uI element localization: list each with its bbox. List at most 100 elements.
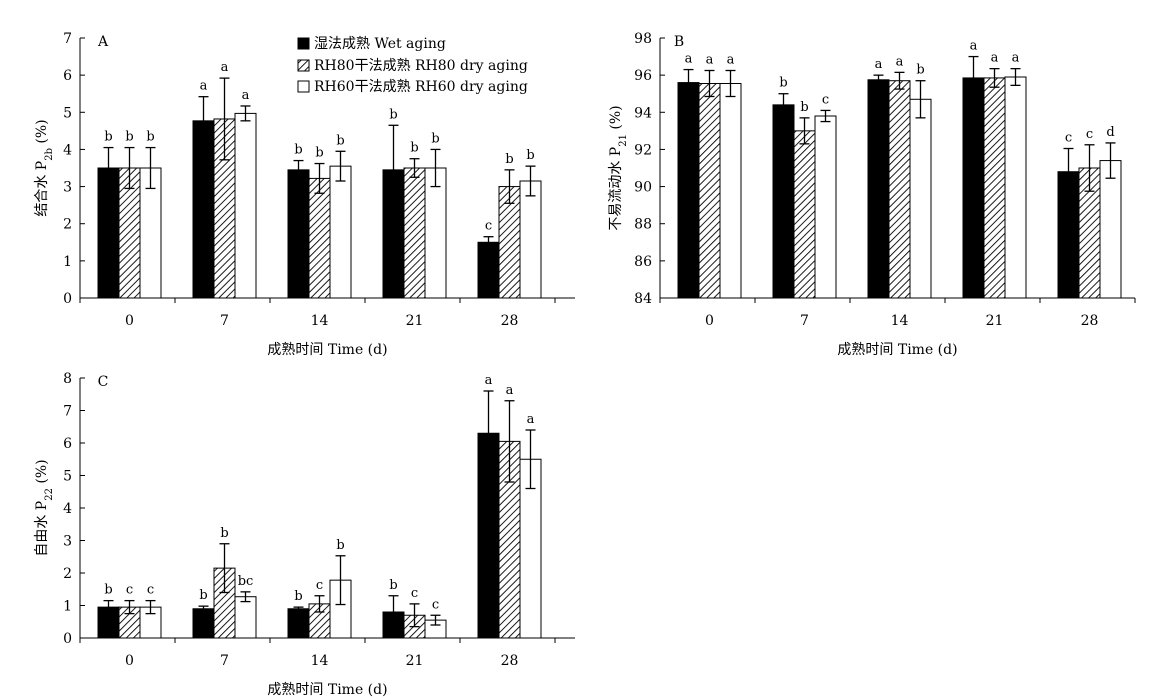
y-tick-label: 86 [634, 254, 652, 270]
bar [192, 608, 215, 639]
bar [234, 596, 257, 639]
y-tick-label: 2 [63, 217, 72, 233]
y-tick-label: 4 [63, 142, 72, 158]
y-tick-label: 6 [63, 436, 72, 452]
bar [772, 104, 795, 299]
x-tick-label: 0 [125, 653, 134, 669]
significance-letter: a [506, 383, 514, 398]
legend-label: RH80干法成熟 RH80 dry aging [314, 58, 528, 74]
y-tick-label: 1 [63, 599, 72, 615]
significance-letter: b [410, 141, 418, 156]
legend: 湿法成熟 Wet aging RH80干法成熟 RH80 dry aging RH6… [297, 36, 528, 95]
bar [698, 83, 721, 299]
y-tick-label: 6 [63, 68, 72, 84]
bar [308, 177, 331, 299]
bar [677, 82, 700, 299]
x-axis-title: 成熟时间 Time (d) [267, 682, 387, 698]
significance-letter: b [389, 107, 397, 122]
significance-letter: b [294, 589, 302, 604]
y-tick-label: 98 [634, 31, 652, 47]
significance-letter: b [315, 146, 323, 161]
significance-letter: b [146, 130, 154, 145]
significance-letter: c [432, 597, 439, 612]
significance-letter: a [242, 88, 250, 103]
significance-letter: b [336, 133, 344, 148]
x-tick-label: 28 [501, 313, 519, 329]
bar [477, 241, 500, 299]
significance-letter: c [316, 578, 323, 593]
bar [424, 167, 447, 299]
y-tick-label: 0 [63, 631, 72, 647]
significance-letter: a [706, 53, 714, 68]
significance-letter: c [1065, 131, 1072, 146]
bar [867, 79, 890, 299]
x-tick-label: 21 [406, 313, 424, 329]
y-tick-label: 7 [63, 404, 72, 420]
y-tick-label: 88 [634, 217, 652, 233]
x-tick-label: 14 [891, 313, 909, 329]
bar [814, 115, 837, 299]
significance-letter: c [147, 583, 154, 598]
x-tick-label: 14 [311, 653, 329, 669]
significance-letter: c [822, 92, 829, 107]
y-tick-label: 0 [63, 291, 72, 307]
bar [234, 112, 257, 299]
y-tick-label: 2 [63, 566, 72, 582]
significance-letter: b [916, 63, 924, 78]
significance-letter: b [389, 578, 397, 593]
x-tick-label: 21 [406, 653, 424, 669]
significance-letter: a [221, 60, 229, 75]
significance-letter: b [336, 538, 344, 553]
significance-letter: c [411, 586, 418, 601]
y-tick-label: 84 [634, 291, 652, 307]
significance-letter: a [875, 57, 883, 72]
y-tick-label: 5 [63, 105, 72, 121]
bar [287, 608, 310, 639]
x-tick-label: 14 [311, 313, 329, 329]
x-tick-label: 28 [1081, 313, 1099, 329]
legend-entry: 湿法成熟 Wet aging [297, 36, 446, 52]
significance-letter: a [727, 53, 735, 68]
significance-letter: b [125, 130, 133, 145]
x-tick-label: 28 [501, 653, 519, 669]
significance-letter: b [104, 130, 112, 145]
panel-label: B [674, 34, 684, 50]
legend-swatch [297, 37, 310, 50]
bar [403, 167, 426, 299]
legend-entry: RH80干法成熟 RH80 dry aging [297, 58, 528, 74]
significance-letter: bc [238, 574, 254, 589]
bar [983, 77, 1006, 299]
significance-letter: c [1086, 127, 1093, 142]
legend-label: RH60干法成熟 RH60 dry aging [314, 79, 528, 95]
y-tick-label: 92 [634, 142, 652, 158]
x-axis-title: 成熟时间 Time (d) [267, 342, 387, 358]
x-axis-title: 成熟时间 Time (d) [837, 342, 957, 358]
bar [962, 77, 985, 299]
bar [909, 98, 932, 299]
bar [719, 83, 742, 299]
panel-label: A [97, 34, 109, 50]
y-axis-title: 自由水 P22 (%) [34, 459, 55, 556]
significance-letter: a [200, 79, 208, 94]
y-tick-label: 94 [634, 105, 652, 121]
y-tick-label: 4 [63, 501, 72, 517]
y-axis-title: 不易流动水 P21 (%) [608, 105, 629, 230]
y-axis-title: 结合水 P2b (%) [34, 119, 55, 216]
significance-letter: a [685, 52, 693, 67]
significance-letter: c [126, 583, 133, 598]
significance-letter: b [800, 100, 808, 115]
significance-letter: c [485, 219, 492, 234]
significance-letter: a [970, 39, 978, 54]
legend-swatch [297, 80, 310, 93]
significance-letter: b [431, 131, 439, 146]
bar [1004, 76, 1027, 299]
x-tick-label: 7 [220, 653, 229, 669]
significance-letter: b [220, 526, 228, 541]
significance-letter: a [1012, 51, 1020, 66]
x-tick-label: 0 [125, 313, 134, 329]
